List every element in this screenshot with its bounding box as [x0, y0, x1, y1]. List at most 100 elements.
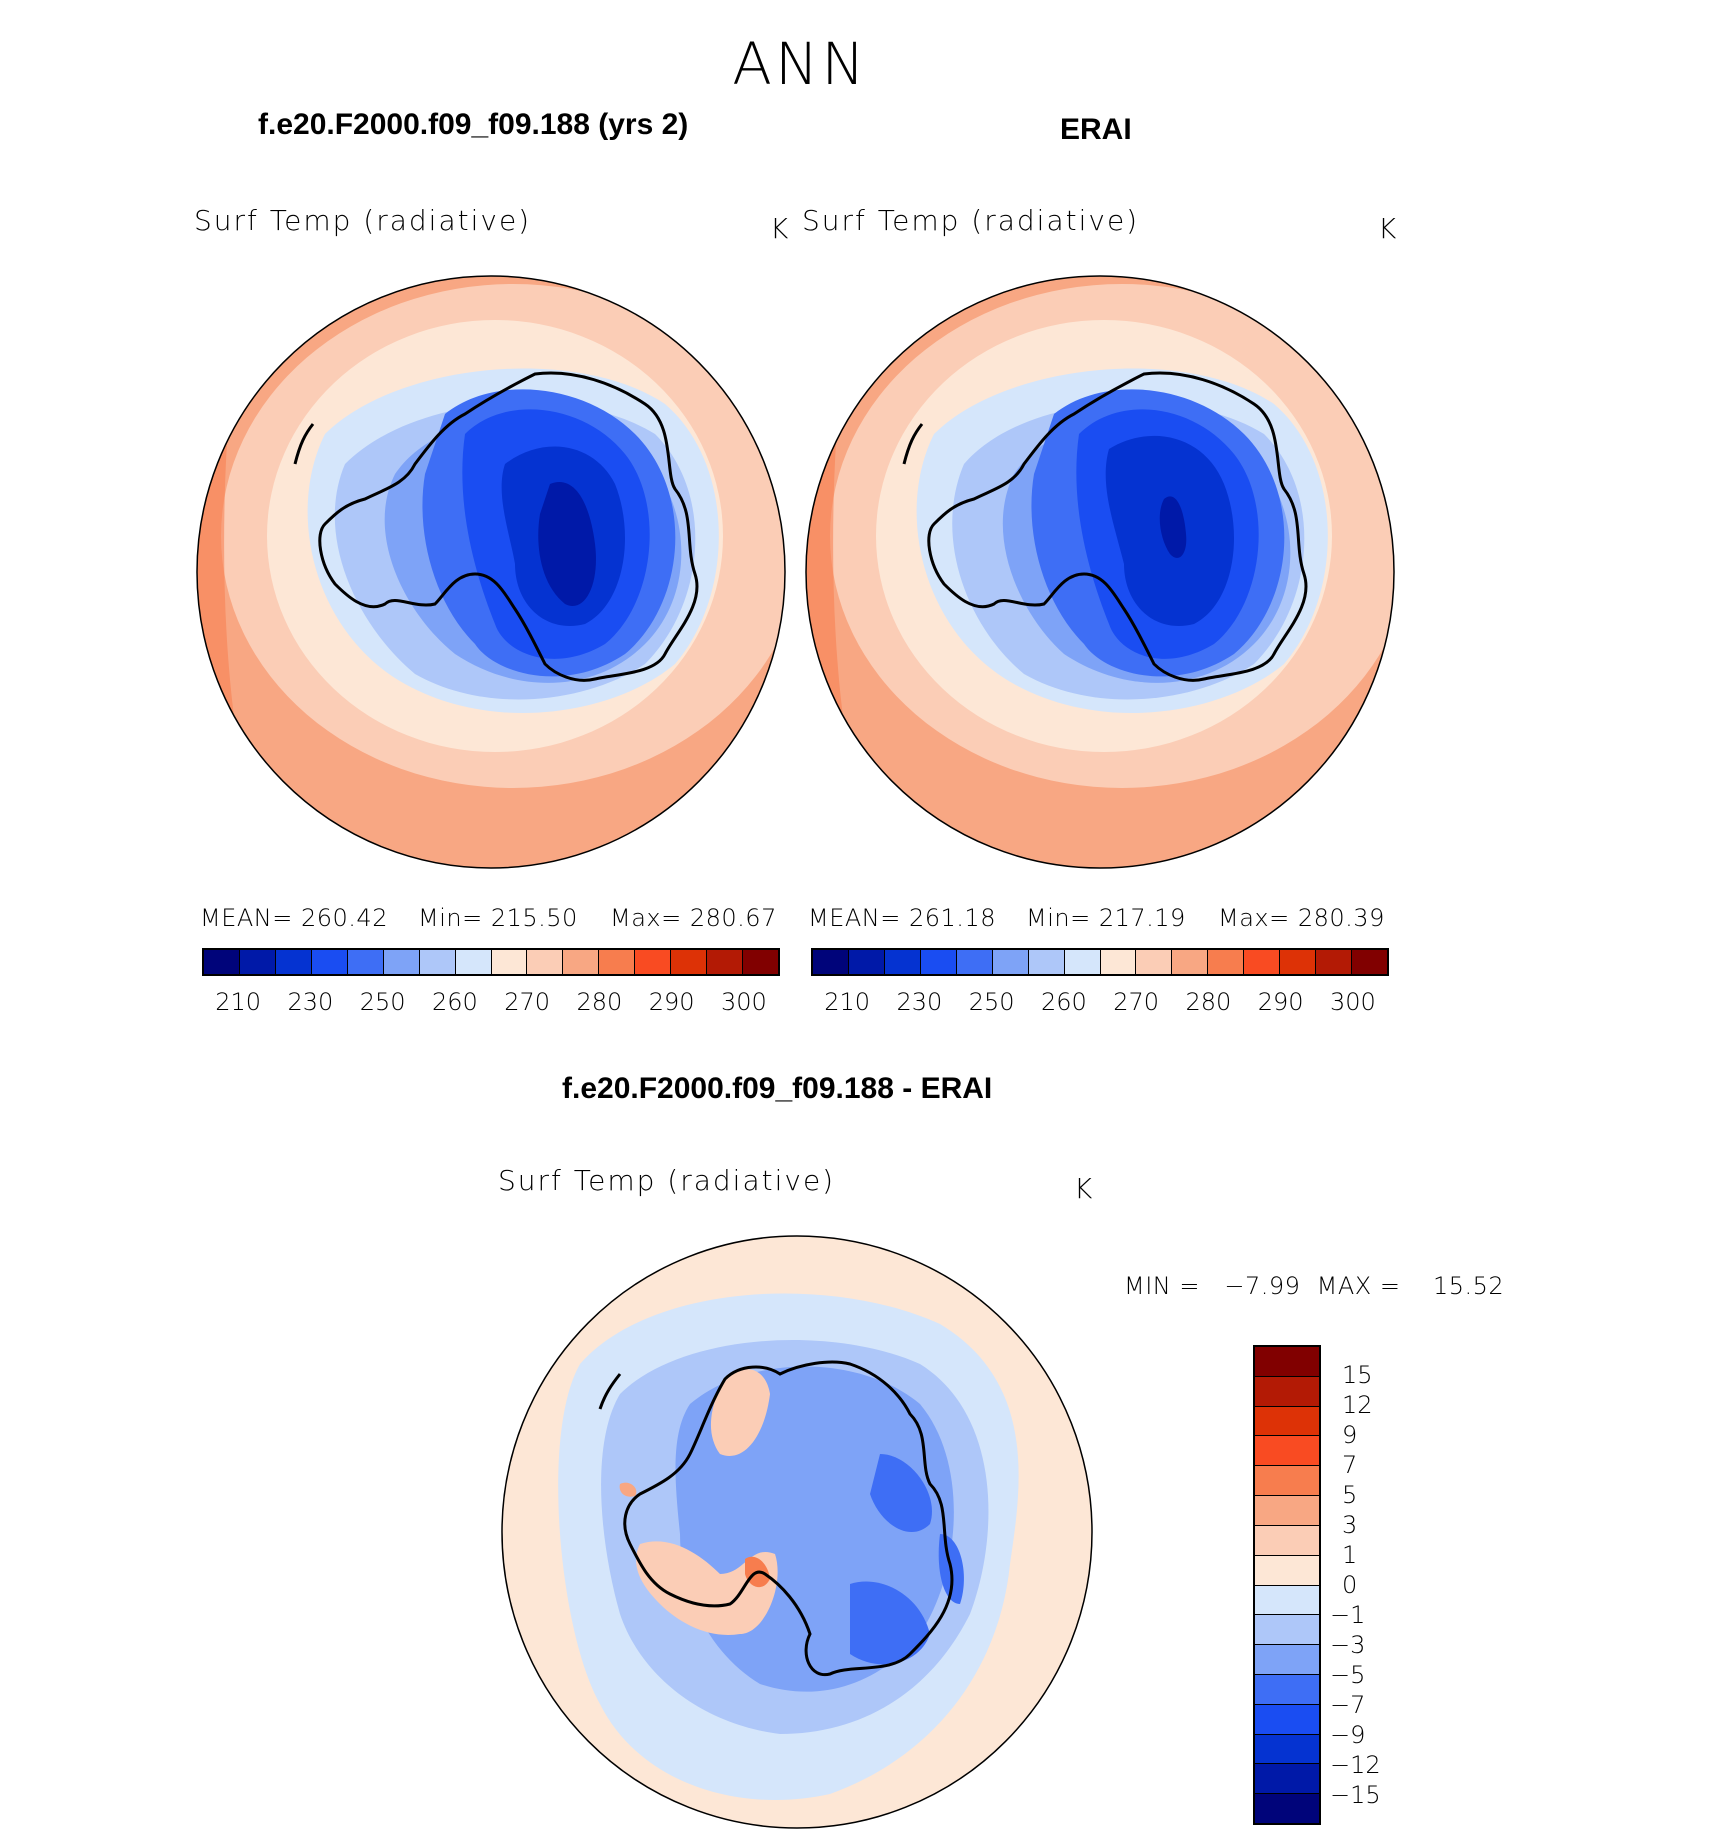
colorbar-swatch — [1172, 950, 1209, 974]
colorbar-swatch — [1255, 1436, 1319, 1467]
ref-units-label: K — [1378, 212, 1397, 245]
colorbar-swatch — [1255, 1645, 1319, 1675]
colorbar-swatch — [884, 950, 921, 974]
colorbar-swatch — [1255, 1704, 1319, 1735]
test-case-title: f.e20.F2000.f09_f09.188 (yrs 2) — [258, 108, 689, 141]
colorbar-tick-label: −7 — [1330, 1691, 1366, 1719]
test-max-stat: Max= 280.67 — [610, 904, 777, 932]
colorbar-swatch — [1255, 1376, 1319, 1407]
colorbar-tick-label: −1 — [1330, 1601, 1366, 1629]
colorbar-tick-label: 250 — [359, 988, 406, 1016]
colorbar-tick-label: 260 — [1040, 988, 1087, 1016]
ref-colorbar — [811, 948, 1389, 976]
colorbar-tick-label: 7 — [1342, 1451, 1358, 1479]
colorbar-tick-label: 280 — [1185, 988, 1232, 1016]
colorbar-swatch — [1255, 1734, 1319, 1765]
ref-variable-label: Surf Temp (radiative) — [802, 204, 1140, 237]
diff-variable-label: Surf Temp (radiative) — [498, 1164, 836, 1197]
colorbar-tick-label: 270 — [504, 988, 551, 1016]
colorbar-swatch — [1255, 1794, 1319, 1823]
colorbar-tick-label: 0 — [1342, 1571, 1358, 1599]
colorbar-swatch — [1255, 1764, 1319, 1795]
test-polar-map — [196, 275, 786, 869]
colorbar-swatch — [1255, 1615, 1319, 1646]
test-min-stat: Min= 215.50 — [418, 904, 578, 932]
colorbar-tick-label: −9 — [1330, 1721, 1366, 1749]
diff-case-title: f.e20.F2000.f09_f09.188 - ERAI — [562, 1072, 993, 1105]
ref-mean-stat: MEAN= 261.18 — [808, 904, 996, 932]
ref-case-title: ERAI — [1060, 113, 1132, 146]
colorbar-swatch — [239, 950, 276, 974]
colorbar-swatch — [707, 950, 744, 974]
colorbar-swatch — [455, 950, 492, 974]
colorbar-tick-label: 230 — [287, 988, 334, 1016]
colorbar-swatch — [1244, 950, 1281, 974]
test-mean-stat: MEAN= 260.42 — [200, 904, 388, 932]
colorbar-swatch — [491, 950, 528, 974]
colorbar-swatch — [1255, 1525, 1319, 1556]
colorbar-tick-label: 230 — [896, 988, 943, 1016]
colorbar-tick-label: −15 — [1330, 1781, 1381, 1809]
colorbar-tick-label: 3 — [1342, 1511, 1358, 1539]
colorbar-swatch — [527, 950, 564, 974]
colorbar-swatch — [1255, 1496, 1319, 1526]
colorbar-tick-label: 290 — [648, 988, 695, 1016]
colorbar-swatch — [383, 950, 420, 974]
colorbar-tick-label: 290 — [1257, 988, 1304, 1016]
diff-units-label: K — [1074, 1172, 1093, 1205]
colorbar-tick-label: −5 — [1330, 1661, 1366, 1689]
colorbar-swatch — [1064, 950, 1101, 974]
colorbar-swatch — [992, 950, 1029, 974]
colorbar-swatch — [563, 950, 600, 974]
colorbar-swatch — [204, 950, 240, 974]
colorbar-swatch — [848, 950, 885, 974]
colorbar-tick-label: 300 — [720, 988, 767, 1016]
diff-minmax-stat: MIN = −7.99 MAX = 15.52 — [1124, 1272, 1505, 1300]
ref-colorbar-ticks: 210 230 250 260 270 280 290 300 — [811, 988, 1389, 1018]
diff-colorbar — [1253, 1345, 1321, 1825]
colorbar-tick-label: 260 — [431, 988, 478, 1016]
colorbar-tick-label: 210 — [215, 988, 262, 1016]
colorbar-swatch — [419, 950, 456, 974]
colorbar-tick-label: 12 — [1342, 1391, 1373, 1419]
colorbar-swatch — [1255, 1406, 1319, 1437]
colorbar-swatch — [956, 950, 993, 974]
colorbar-swatch — [1028, 950, 1065, 974]
ref-min-stat: Min= 217.19 — [1026, 904, 1186, 932]
colorbar-swatch — [1208, 950, 1245, 974]
colorbar-swatch — [1100, 950, 1137, 974]
colorbar-tick-label: 1 — [1342, 1541, 1358, 1569]
ref-polar-map — [805, 275, 1395, 869]
colorbar-swatch — [1255, 1585, 1319, 1616]
colorbar-swatch — [1255, 1466, 1319, 1497]
colorbar-swatch — [275, 950, 312, 974]
colorbar-swatch — [599, 950, 636, 974]
test-units-label: K — [770, 212, 789, 245]
colorbar-tick-label: 250 — [968, 988, 1015, 1016]
colorbar-tick-label: 9 — [1342, 1421, 1358, 1449]
diff-polar-map — [501, 1235, 1093, 1829]
colorbar-tick-label: 270 — [1113, 988, 1160, 1016]
ref-max-stat: Max= 280.39 — [1218, 904, 1385, 932]
diff-colorbar-ticks: 15 12 9 7 5 3 1 0 −1 −3 −5 −7 −9 −12 −15 — [1330, 1345, 1410, 1825]
season-title: ANN — [732, 30, 868, 98]
colorbar-swatch — [1136, 950, 1173, 974]
colorbar-tick-label: 280 — [576, 988, 623, 1016]
colorbar-swatch — [671, 950, 708, 974]
colorbar-tick-label: 5 — [1342, 1481, 1358, 1509]
colorbar-swatch — [311, 950, 348, 974]
colorbar-swatch — [1280, 950, 1317, 974]
colorbar-swatch — [1255, 1555, 1319, 1586]
colorbar-swatch — [347, 950, 384, 974]
test-colorbar-ticks: 210 230 250 260 270 280 290 300 — [202, 988, 780, 1018]
colorbar-swatch — [743, 950, 778, 974]
colorbar-tick-label: 15 — [1342, 1361, 1373, 1389]
colorbar-swatch — [635, 950, 672, 974]
colorbar-swatch — [1316, 950, 1353, 974]
colorbar-swatch — [1255, 1347, 1319, 1377]
colorbar-tick-label: −12 — [1330, 1751, 1381, 1779]
test-variable-label: Surf Temp (radiative) — [194, 204, 532, 237]
colorbar-tick-label: 300 — [1329, 988, 1376, 1016]
colorbar-tick-label: 210 — [824, 988, 871, 1016]
colorbar-swatch — [813, 950, 849, 974]
